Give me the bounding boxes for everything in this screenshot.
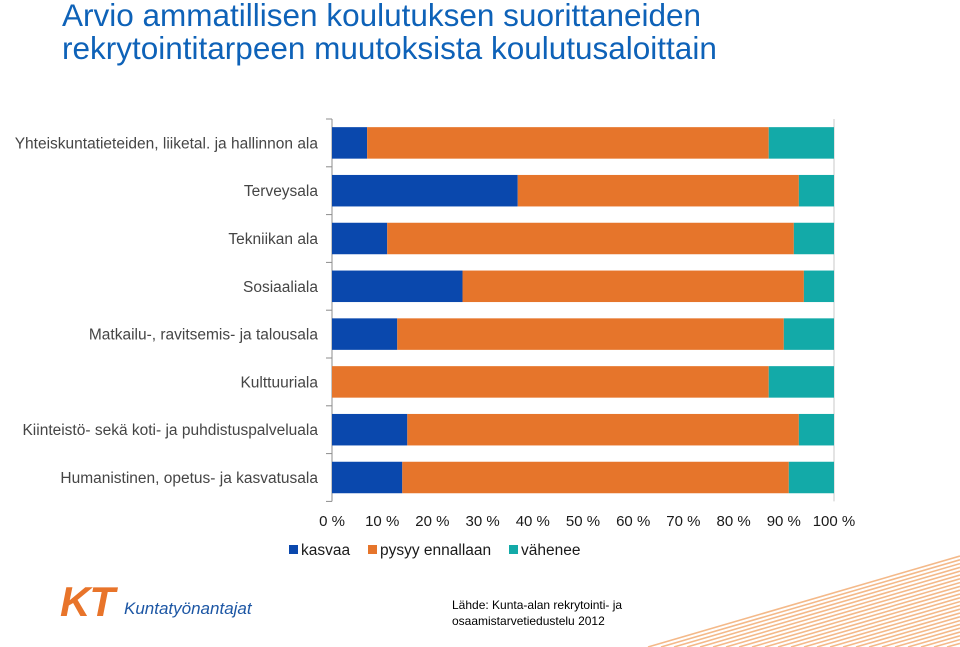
category-label-7: Kiinteistö- sekä koti- ja puhdistuspalve… — [22, 422, 318, 439]
bar-pysyy-ennallaan-1 — [367, 127, 769, 159]
category-label-2: Terveysala — [244, 183, 318, 200]
source-note: Lähde: Kunta-alan rekrytointi- ja osaami… — [452, 598, 622, 628]
decorative-stripe — [829, 608, 960, 647]
bar-vahenee-7 — [798, 413, 834, 446]
bar-vahenee-8 — [788, 461, 834, 494]
bar-kasvaa-3 — [332, 222, 388, 255]
decorative-stripe — [725, 578, 960, 647]
decorative-stripes — [647, 555, 960, 647]
kuntatyonantajat-logo: KT Kuntatyönantajat — [60, 578, 253, 625]
decorative-stripe — [790, 597, 960, 647]
bar-vahenee-1 — [768, 127, 834, 159]
bar-pysyy-ennallaan-8 — [402, 461, 789, 494]
category-labels: Yhteiskuntatieteiden, liiketal. ja halli… — [15, 135, 319, 487]
bar-pysyy-ennallaan-3 — [387, 222, 794, 255]
x-tick-label: 90 % — [767, 513, 801, 530]
x-tick-label: 40 % — [516, 513, 550, 530]
bar-vahenee-6 — [768, 366, 834, 398]
bar-pysyy-ennallaan-2 — [517, 174, 799, 207]
decorative-stripe — [881, 623, 960, 647]
legend-swatch-pysyy-ennallaan — [368, 545, 377, 554]
category-label-5: Matkailu-, ravitsemis- ja talousala — [89, 327, 319, 344]
decorative-stripe — [712, 574, 960, 647]
decorative-stripe — [686, 566, 960, 647]
decorative-stripe — [647, 555, 960, 647]
bar-kasvaa-1 — [332, 127, 368, 159]
bar-vahenee-4 — [803, 270, 834, 303]
decorative-stripe — [907, 631, 960, 647]
x-tick-label: 20 % — [415, 513, 449, 530]
bar-kasvaa-4 — [332, 270, 463, 303]
category-label-3: Tekniikan ala — [228, 231, 318, 248]
decorative-stripe — [894, 627, 960, 647]
page-title-line-2: rekrytointitarpeen muutoksista koulutusa… — [62, 30, 717, 66]
decorative-stripe — [803, 600, 960, 647]
category-label-4: Sosiaaliala — [243, 279, 318, 296]
decorative-stripe — [920, 635, 960, 647]
decorative-stripe — [868, 619, 960, 647]
decorative-stripe — [660, 559, 960, 647]
bar-kasvaa-7 — [332, 413, 408, 446]
decorative-stripe — [751, 585, 960, 647]
decorative-stripe — [816, 604, 960, 647]
logo-name: Kuntatyönantajat — [124, 599, 253, 618]
bar-pysyy-ennallaan-4 — [462, 270, 804, 303]
legend-label-pysyy-ennallaan: pysyy ennallaan — [380, 542, 491, 559]
bar-pysyy-ennallaan-7 — [407, 413, 799, 446]
bar-vahenee-3 — [793, 222, 834, 255]
decorative-stripe — [738, 581, 960, 647]
page-title-line-1: Arvio ammatillisen koulutuksen suorittan… — [62, 0, 702, 33]
bar-pysyy-ennallaan-6 — [332, 366, 769, 398]
decorative-stripe — [764, 589, 960, 647]
bar-kasvaa-8 — [332, 461, 403, 494]
decorative-stripe — [777, 593, 960, 647]
x-tick-label: 10 % — [365, 513, 399, 530]
x-tick-label: 80 % — [716, 513, 750, 530]
x-tick-labels: 0 % 10 % 20 % 30 % 40 % 50 % 60 % 70 % 80 % 90 % 1… — [319, 513, 855, 530]
logo-mark: KT — [60, 578, 118, 625]
x-tick-label: 100 % — [813, 513, 856, 530]
x-tick-label: 60 % — [616, 513, 650, 530]
x-tick-label: 70 % — [666, 513, 700, 530]
decorative-stripe — [673, 562, 960, 647]
decorative-stripe — [855, 616, 960, 647]
legend-swatch-vahenee — [509, 545, 518, 554]
stacked-bar-chart: Yhteiskuntatieteiden, liiketal. ja halli… — [15, 118, 855, 559]
x-tick-label: 0 % — [319, 513, 345, 530]
legend-swatch-kasvaa — [289, 545, 298, 554]
category-label-8: Humanistinen, opetus- ja kasvatusala — [60, 470, 318, 487]
category-label-1: Yhteiskuntatieteiden, liiketal. ja halli… — [15, 135, 319, 152]
legend-label-vahenee: vähenee — [521, 542, 580, 559]
bar-vahenee-5 — [783, 318, 834, 350]
decorative-stripe — [946, 642, 960, 647]
x-tick-label: 30 % — [465, 513, 499, 530]
chart-bars — [332, 127, 834, 494]
decorative-stripe — [699, 570, 960, 647]
bar-vahenee-2 — [798, 174, 834, 207]
x-tick-label: 50 % — [566, 513, 600, 530]
decorative-stripe — [933, 638, 960, 647]
category-label-6: Kulttuuriala — [240, 374, 318, 391]
chart-legend: kasvaa pysyy ennallaan vähenee — [289, 542, 580, 559]
source-line-1: Lähde: Kunta-alan rekrytointi- ja — [452, 598, 622, 612]
bar-kasvaa-2 — [332, 174, 518, 207]
legend-label-kasvaa: kasvaa — [301, 542, 350, 559]
decorative-stripe — [842, 612, 960, 647]
bar-kasvaa-5 — [332, 318, 398, 350]
source-line-2: osaamistarvetiedustelu 2012 — [452, 614, 605, 628]
bar-pysyy-ennallaan-5 — [397, 318, 784, 350]
